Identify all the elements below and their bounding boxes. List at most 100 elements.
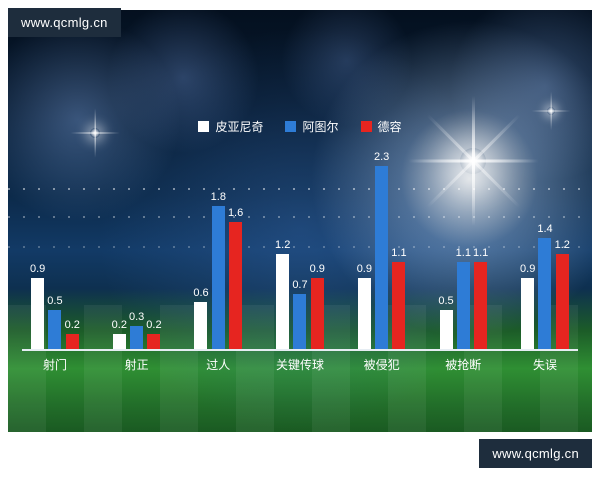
bar-cluster: 0.9 2.3 1.1	[357, 151, 407, 350]
value-label: 0.2	[111, 319, 127, 331]
bar	[439, 310, 453, 350]
category-label: 被抢断	[445, 358, 482, 372]
bar-with-label: 1.6	[228, 207, 243, 350]
bar	[555, 254, 569, 350]
bar-group: 0.6 1.8 1.6 过人	[193, 191, 243, 374]
bar-with-label: 1.2	[555, 239, 570, 350]
bar-with-label: 0.2	[146, 319, 162, 350]
bar-with-label: 0.9	[520, 263, 535, 350]
watermark-banner-top: www.qcmlg.cn	[8, 8, 121, 37]
category-label: 关键传球	[275, 358, 324, 372]
light-flare-icon	[531, 91, 571, 131]
value-label: 0.9	[309, 263, 325, 275]
bar-group: 0.9 2.3 1.1 被侵犯	[357, 151, 407, 374]
bar	[194, 302, 208, 350]
bar	[147, 334, 161, 350]
bar-with-label: 0.2	[112, 319, 127, 350]
bar	[65, 334, 79, 350]
value-label: 1.1	[391, 247, 407, 259]
value-label: 0.9	[520, 263, 536, 275]
bar	[538, 238, 552, 350]
bar-group: 0.2 0.3 0.2 射正	[112, 311, 162, 374]
bar-with-label: 0.7	[292, 279, 308, 350]
bar	[474, 262, 488, 350]
bar	[229, 222, 243, 350]
bar-with-label: 0.2	[65, 319, 80, 350]
x-axis-line	[22, 349, 578, 351]
bar-cluster: 0.2 0.3 0.2	[112, 311, 162, 350]
light-flare-icon	[408, 96, 538, 226]
bar	[276, 254, 290, 350]
bar-with-label: 1.1	[456, 247, 471, 350]
bar-cluster: 0.9 0.5 0.2	[30, 263, 80, 350]
bar-with-label: 1.1	[473, 247, 488, 350]
stadium-lights-row	[8, 216, 592, 218]
bar-cluster: 0.5 1.1 1.1	[438, 247, 488, 350]
legend-item: 皮亚尼奇	[198, 118, 263, 135]
bar	[392, 262, 406, 350]
chart-groups: 0.9 0.5 0.2 射门 0.2 0.3 0.2 射正 0.6 1.8 1.6 过人 1.2 0.7 0…	[22, 151, 578, 374]
bar	[293, 294, 307, 350]
chart-legend: 皮亚尼奇 阿图尔 德容	[8, 118, 592, 135]
bar-with-label: 1.1	[391, 247, 407, 350]
legend-item: 德容	[360, 118, 402, 135]
value-label: 0.3	[128, 311, 145, 323]
bar	[130, 326, 144, 350]
bar-with-label: 2.3	[374, 151, 389, 350]
bar-group: 0.9 0.5 0.2 射门	[30, 263, 80, 374]
watermark-banner-bottom: www.qcmlg.cn	[479, 439, 592, 468]
value-label: 0.5	[438, 295, 454, 307]
bar-cluster: 0.6 1.8 1.6	[193, 191, 243, 350]
bar	[211, 206, 225, 350]
value-label: 1.2	[554, 239, 570, 251]
value-label: 0.2	[146, 319, 162, 331]
bar-group: 0.5 1.1 1.1 被抢断	[438, 247, 488, 374]
value-label: 1.6	[227, 207, 244, 219]
bar-group: 0.9 1.4 1.2 失误	[520, 223, 570, 374]
legend-swatch-icon	[285, 121, 297, 132]
bar-with-label: 0.5	[438, 295, 454, 350]
bar	[375, 166, 389, 350]
bar-group: 1.2 0.7 0.9 关键传球	[275, 239, 325, 374]
bar	[310, 278, 324, 350]
bar	[456, 262, 470, 350]
legend-label: 阿图尔	[302, 120, 339, 134]
bar-with-label: 0.9	[357, 263, 372, 350]
category-label: 射门	[42, 358, 67, 372]
stadium-lights-row	[8, 188, 592, 190]
bar-with-label: 1.8	[211, 191, 226, 350]
legend-swatch-icon	[360, 121, 372, 132]
bar-cluster: 0.9 1.4 1.2	[520, 223, 570, 350]
value-label: 1.1	[472, 247, 489, 259]
stadium-photo-background: 皮亚尼奇 阿图尔 德容 0.9 0.5 0.2 射门 0.2 0.3 0.2 射正 0.6 1.8 1.…	[8, 10, 592, 432]
bar	[357, 278, 371, 350]
value-label: 0.6	[193, 287, 209, 299]
category-label: 射正	[124, 358, 149, 372]
value-label: 0.9	[356, 263, 372, 275]
bar-with-label: 1.2	[275, 239, 290, 350]
bar	[31, 278, 45, 350]
value-label: 1.8	[210, 191, 226, 203]
value-label: 0.2	[64, 319, 80, 331]
legend-label: 德容	[377, 120, 402, 134]
category-label: 失误	[532, 358, 557, 372]
value-label: 1.4	[537, 223, 553, 235]
bar	[521, 278, 535, 350]
bar-with-label: 0.9	[30, 263, 45, 350]
value-label: 1.1	[455, 247, 471, 259]
bar-with-label: 1.4	[537, 223, 553, 350]
bar-cluster: 1.2 0.7 0.9	[275, 239, 325, 350]
bar-with-label: 0.5	[47, 295, 63, 350]
stadium-lights-row	[8, 246, 592, 248]
value-label: 0.5	[47, 295, 63, 307]
value-label: 0.9	[30, 263, 46, 275]
bar	[112, 334, 126, 350]
bar-with-label: 0.6	[193, 287, 209, 350]
bar	[48, 310, 62, 350]
bar-with-label: 0.9	[310, 263, 325, 350]
value-label: 2.3	[373, 151, 390, 163]
category-label: 被侵犯	[363, 358, 400, 372]
value-label: 1.2	[275, 239, 291, 251]
light-flare-icon	[70, 108, 120, 158]
bar-chart: 0.9 0.5 0.2 射门 0.2 0.3 0.2 射正 0.6 1.8 1.6 过人 1.2 0.7 0…	[22, 151, 578, 374]
